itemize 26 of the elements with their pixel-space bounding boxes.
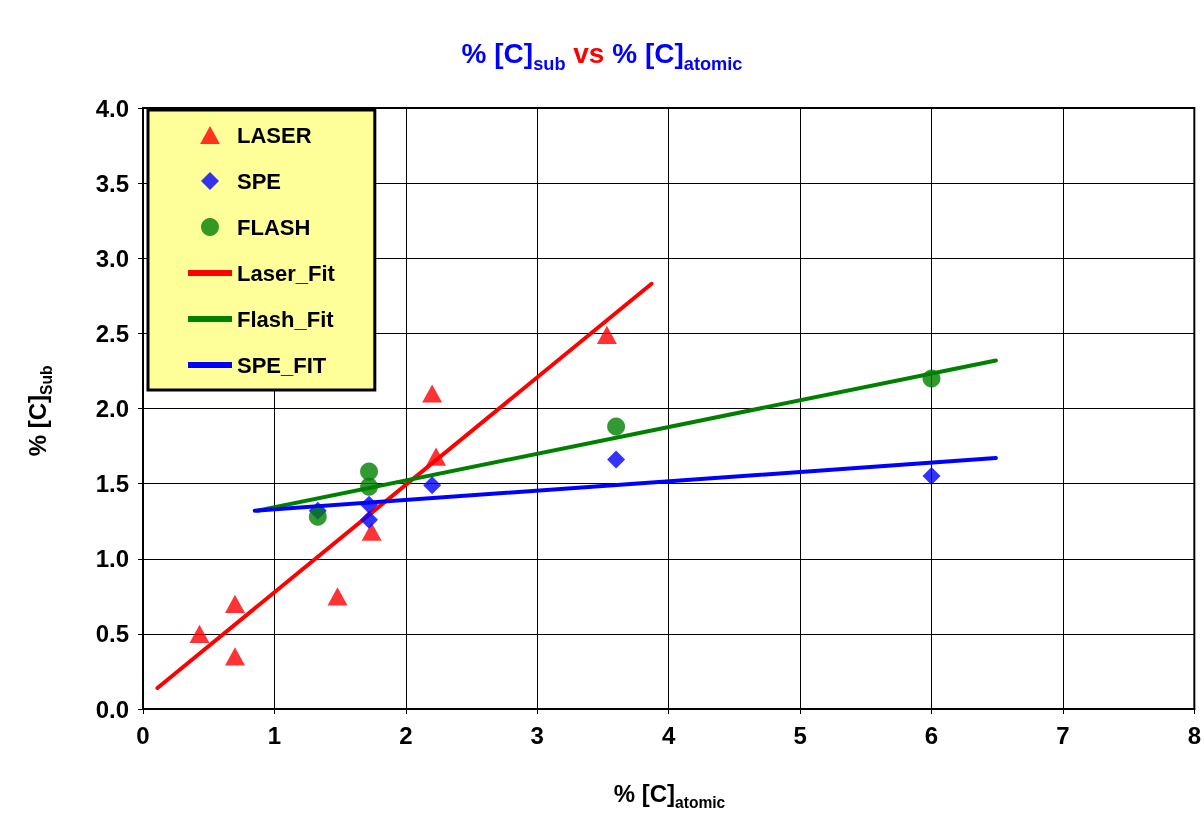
legend-label: FLASH [237,214,311,240]
x-tick-label: 0 [136,721,150,749]
x-tick-label: 2 [399,721,413,749]
y-tick-label: 0.5 [95,620,129,648]
x-tick-label: 6 [924,721,939,749]
x-tick-label: 1 [267,721,282,749]
legend-label: Flash_Fit [237,306,335,332]
legend-label: SPE [237,168,282,194]
y-tick-label: 3.0 [95,244,129,272]
x-tick-label: 4 [661,721,676,749]
x-tick-label: 8 [1187,721,1202,749]
x-tick-label: 5 [793,721,807,749]
y-tick-label: 4.0 [95,94,129,122]
y-tick-label: 1.0 [95,545,129,573]
legend-label: SPE_FIT [237,352,327,378]
x-tick-label: 7 [1056,721,1070,749]
y-tick-label: 2.5 [95,319,129,347]
x-tick-label: 3 [530,721,544,749]
y-tick-label: 1.5 [95,470,129,498]
legend-label: Laser_Fit [237,260,336,286]
y-tick-label: 3.5 [95,169,129,197]
legend-label: LASER [237,122,312,148]
y-tick-label: 2.0 [95,395,129,422]
x-axis-title: % [C]$_{atomic}$ [612,780,727,812]
y-tick-label: 0.0 [95,695,129,723]
chart-title: % [C]$_{sub}$ vs % [C]$_{atomic}$ [461,38,743,74]
